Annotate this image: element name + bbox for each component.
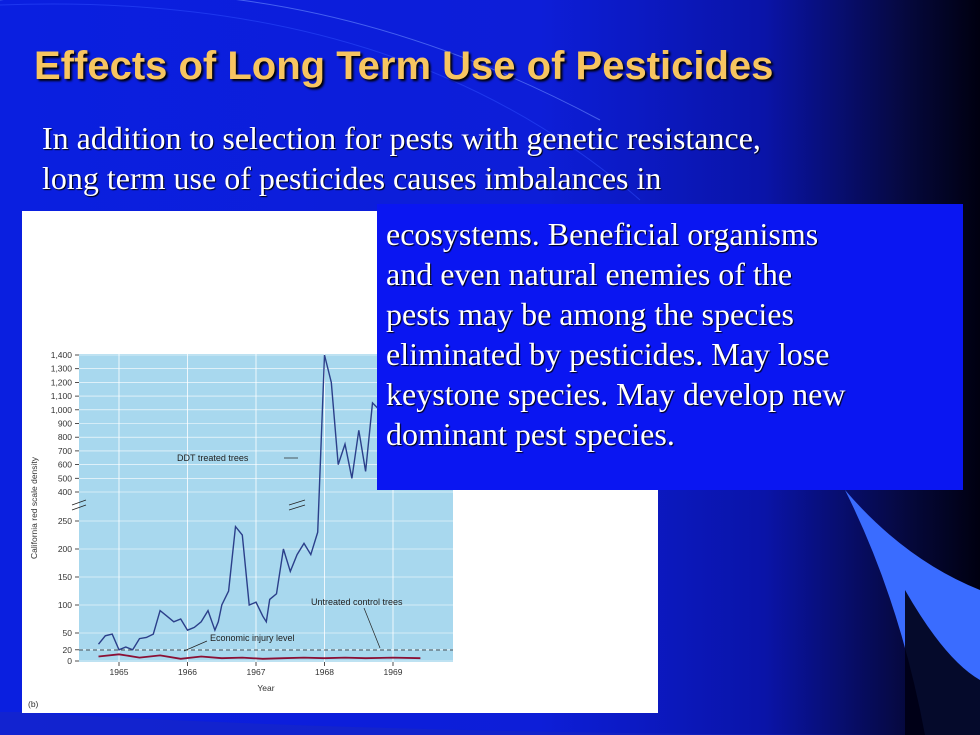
intro-text: In addition to selection for pests with … [42,118,922,198]
x-axis-label: Year [257,683,274,693]
axis-breaks [71,499,306,511]
x-tick-label: 1966 [178,667,197,677]
untreated-label-pointer [363,607,381,649]
y-tick-label: 800 [58,432,72,442]
x-tick-label: 1965 [110,667,129,677]
y-tick-label: 0 [67,656,72,666]
panel-label: (b) [28,699,39,709]
x-tick-label: 1968 [315,667,334,677]
callout-line: keystone species. May develop new [386,376,846,412]
injury-label-pointer [183,640,208,652]
intro-line: In addition to selection for pests with … [42,120,761,156]
y-tick-label: 900 [58,419,72,429]
callout-line: and even natural enemies of the [386,256,793,292]
ddt-label: DDT treated trees [177,453,249,463]
y-tick-label: 1,000 [51,405,73,415]
y-axis-label: California red scale density [29,456,39,559]
callout-line: ecosystems. Beneficial organisms [386,216,819,252]
y-tick-label: 1,200 [51,377,73,387]
injury-label: Economic injury level [210,633,295,643]
y-tick-label: 20 [63,645,73,655]
untreated-label: Untreated control trees [311,597,403,607]
y-tick-label: 1,100 [51,391,73,401]
slide-title: Effects of Long Term Use of Pesticides [34,44,774,88]
y-tick-label: 500 [58,473,72,483]
callout-line: eliminated by pesticides. May lose [386,336,830,372]
ddt-series-line [97,354,380,651]
callout-box: ecosystems. Beneficial organisms and eve… [377,204,963,490]
y-tick-label: 1,400 [51,350,73,360]
y-tick-label: 600 [58,460,72,470]
y-tick-label: 250 [58,516,72,526]
callout-line: dominant pest species. [386,416,675,452]
grid-lines [79,354,453,662]
untreated-series-line [98,653,421,660]
y-tick-label: 700 [58,446,72,456]
y-tick-label: 1,300 [51,364,73,374]
y-tick-label: 100 [58,600,72,610]
y-axis-ticks: 020 50 100 150 200 250 400 500 600 700 800 900 1,000… [51,350,79,666]
x-tick-label: 1967 [247,667,266,677]
x-tick-label: 1969 [384,667,403,677]
intro-line: long term use of pesticides causes imbal… [42,160,662,196]
x-axis-ticks: 1965 1966 1967 1968 1969 [110,662,403,677]
y-tick-label: 400 [58,487,72,497]
callout-line: pests may be among the species [386,296,794,332]
scale-density-chart: 020 50 100 150 200 250 400 500 600 700 800 900 1,000… [28,350,453,709]
y-tick-label: 50 [63,628,73,638]
y-tick-label: 200 [58,544,72,554]
y-tick-label: 150 [58,572,72,582]
